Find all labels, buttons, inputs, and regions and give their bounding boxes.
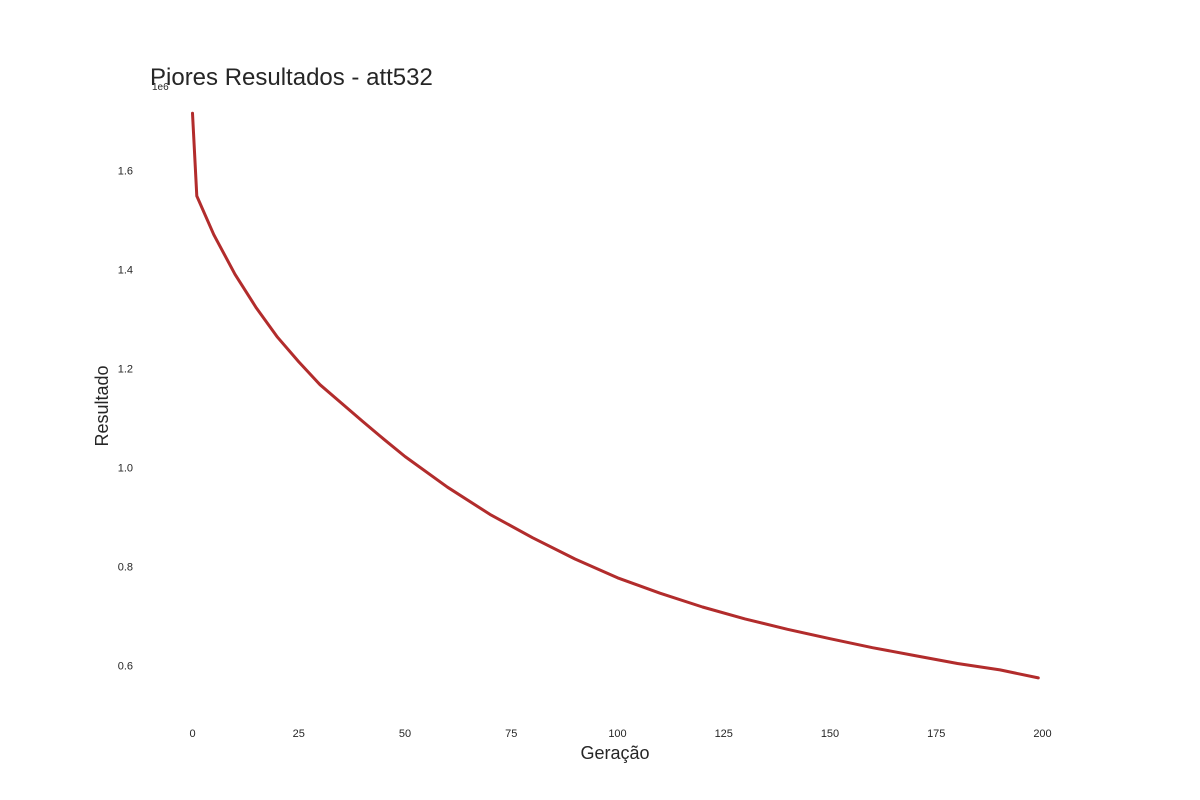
y-tick-label: 1.6 (118, 165, 133, 177)
x-tick-label: 175 (927, 728, 945, 740)
x-axis-label: Geração (580, 743, 649, 763)
x-tick-label: 50 (399, 728, 411, 740)
y-tick-label: 0.6 (118, 660, 133, 672)
x-tick-label: 0 (189, 728, 195, 740)
y-axis-offset-label: 1e6 (152, 82, 169, 93)
chart-title: Piores Resultados - att532 (150, 64, 433, 91)
x-tick-label: 200 (1033, 728, 1051, 740)
y-axis-label: Resultado (92, 365, 112, 446)
x-axis-ticks: 0 25 50 75 100 125 150 175 200 (189, 728, 1051, 740)
x-tick-label: 75 (505, 728, 517, 740)
x-tick-label: 25 (293, 728, 305, 740)
y-axis-ticks: 0.6 0.8 1.0 1.2 1.4 1.6 (118, 165, 133, 672)
x-tick-label: 100 (608, 728, 626, 740)
y-tick-label: 1.0 (118, 462, 133, 474)
y-tick-label: 0.8 (118, 561, 133, 573)
y-tick-label: 1.2 (118, 363, 133, 375)
x-tick-label: 125 (715, 728, 733, 740)
y-tick-label: 1.4 (118, 264, 133, 276)
x-tick-label: 150 (821, 728, 839, 740)
series-line (191, 111, 1040, 680)
